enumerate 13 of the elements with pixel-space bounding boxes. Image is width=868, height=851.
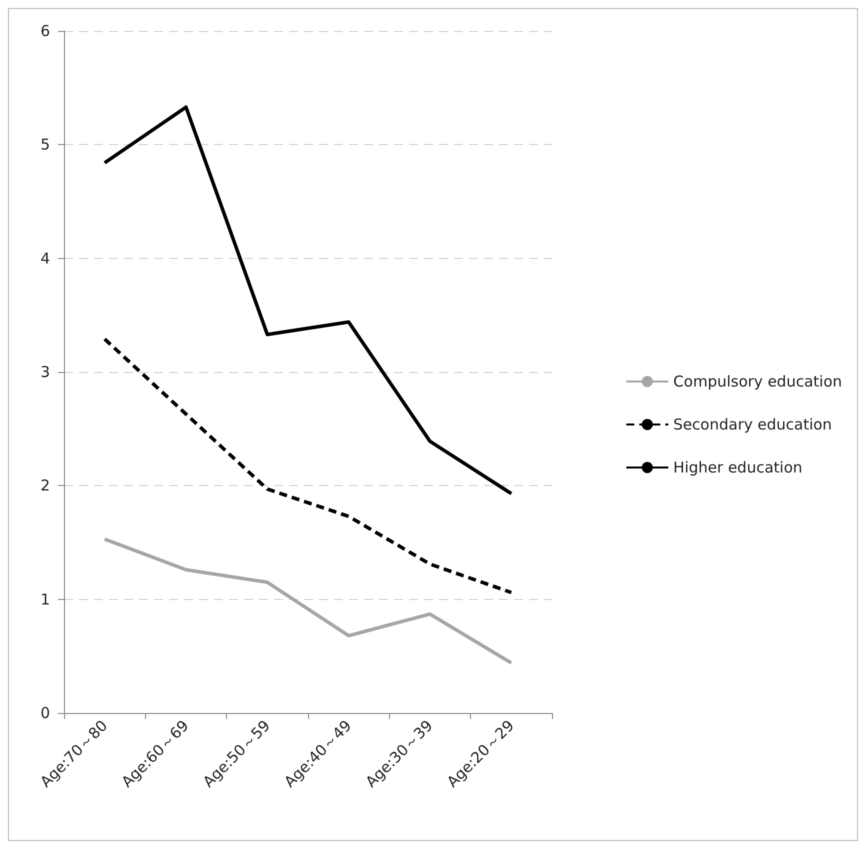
line-series <box>102 537 514 665</box>
y-tick-label: 5 <box>40 136 50 154</box>
line-series <box>102 337 514 594</box>
y-tick-label: 2 <box>40 476 50 495</box>
y-tick-label: 0 <box>40 704 50 722</box>
line-series <box>102 105 514 496</box>
y-tick-label: 4 <box>40 249 50 268</box>
legend-label: Secondary education <box>673 416 832 434</box>
legend-label: Higher education <box>673 458 802 476</box>
legend-label: Compulsory education <box>673 372 842 390</box>
y-tick-label: 3 <box>40 363 50 381</box>
y-tick-label: 1 <box>40 590 50 608</box>
y-tick-label: 6 <box>40 22 50 40</box>
